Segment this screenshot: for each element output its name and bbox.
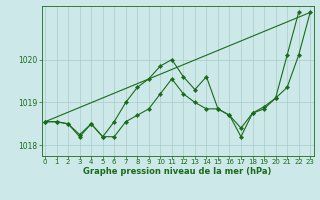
X-axis label: Graphe pression niveau de la mer (hPa): Graphe pression niveau de la mer (hPa) — [84, 167, 272, 176]
